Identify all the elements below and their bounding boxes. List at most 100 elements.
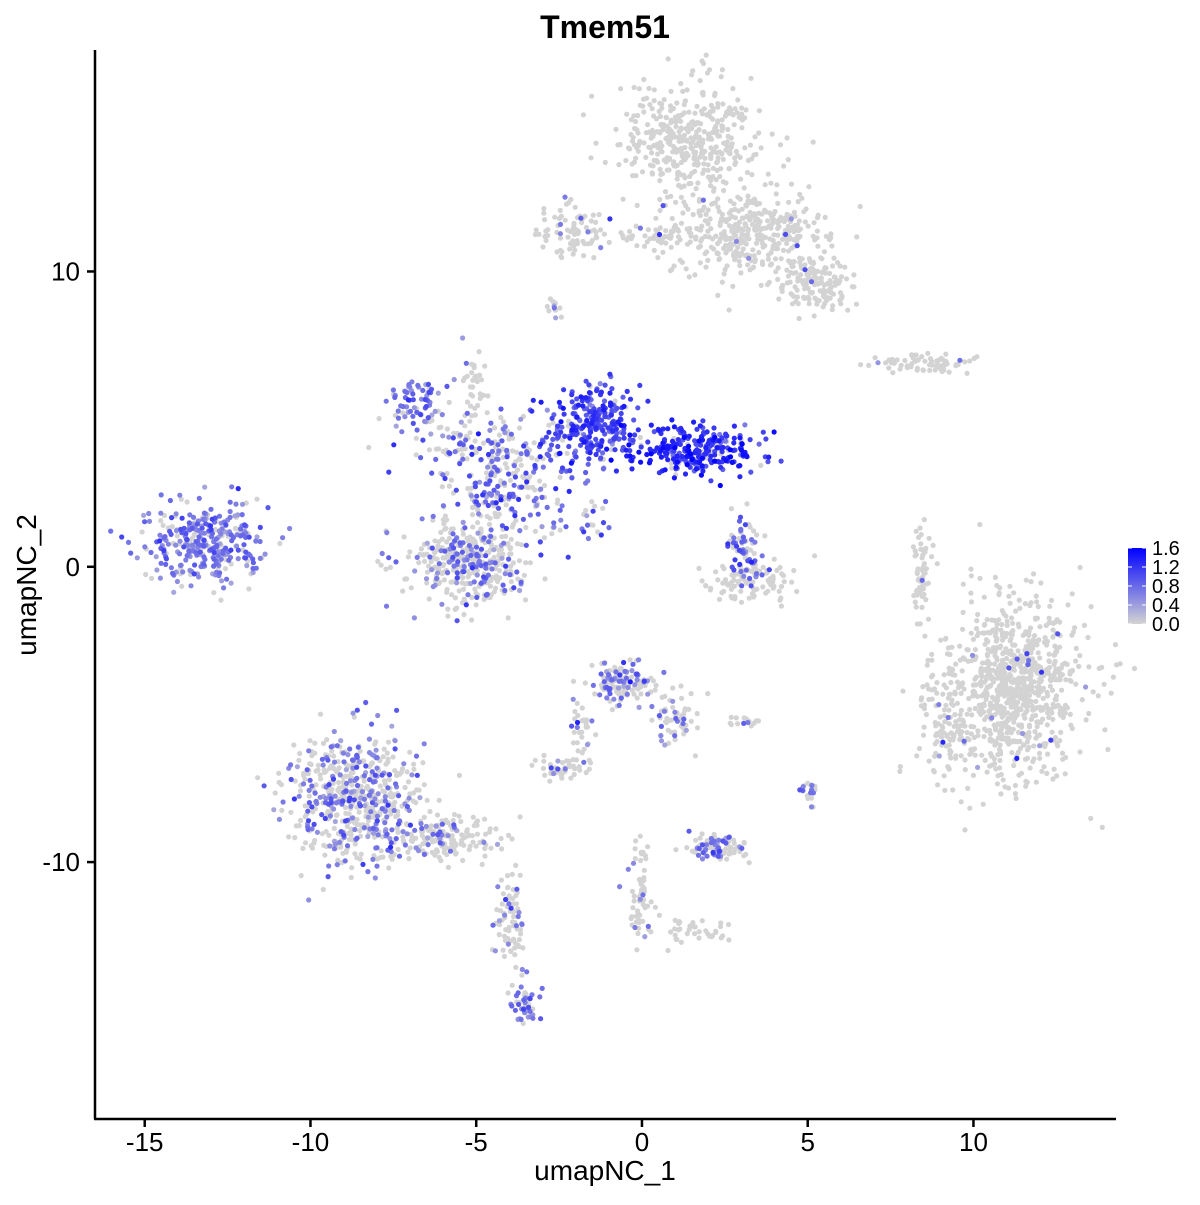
cell-point <box>482 816 488 822</box>
cell-point <box>758 237 764 243</box>
cell-point <box>1013 795 1019 802</box>
cell-point <box>494 576 500 582</box>
cell-point <box>1053 697 1059 703</box>
cell-point <box>971 355 977 361</box>
cell-point <box>518 542 525 548</box>
cell-point-expressing <box>142 544 148 550</box>
cell-point <box>440 555 446 561</box>
cell-point-expressing <box>546 453 552 459</box>
cell-point-expressing <box>562 194 568 200</box>
cell-point <box>400 588 406 594</box>
cell-point <box>296 757 302 763</box>
cell-point-expressing <box>433 456 439 462</box>
cell-point <box>1036 684 1042 690</box>
cell-point <box>944 651 951 657</box>
cell-point <box>636 917 642 923</box>
cell-point <box>474 818 481 824</box>
cell-point-expressing <box>645 923 651 930</box>
cell-point <box>716 208 722 214</box>
cell-point-expressing <box>740 534 747 540</box>
cell-point <box>302 840 309 846</box>
cell-point <box>328 763 334 769</box>
cell-point <box>496 547 502 554</box>
cell-point <box>710 165 716 171</box>
cell-point-expressing <box>173 528 180 534</box>
cell-point-expressing <box>569 723 575 729</box>
cell-point-expressing <box>406 382 412 388</box>
cell-point-expressing <box>969 652 976 659</box>
cell-point <box>441 521 447 527</box>
cell-point <box>394 825 400 831</box>
cell-point <box>815 212 821 218</box>
cell-point <box>435 543 441 549</box>
cell-point <box>683 150 690 156</box>
cell-point <box>405 779 412 785</box>
cell-point-expressing <box>472 484 478 490</box>
cell-point-expressing <box>239 511 245 518</box>
cell-point <box>678 220 685 226</box>
cell-point <box>770 573 776 580</box>
cell-point <box>526 485 532 491</box>
cell-point <box>657 129 663 135</box>
cell-point-expressing <box>661 708 668 714</box>
cell-point <box>726 210 733 216</box>
cell-point <box>690 211 696 218</box>
cell-point <box>513 862 519 869</box>
cell-point-expressing <box>551 305 557 311</box>
cell-point <box>920 367 927 373</box>
cell-point <box>375 558 381 565</box>
cell-point <box>1027 698 1033 704</box>
cell-point <box>964 711 970 717</box>
cell-point-expressing <box>365 833 371 840</box>
cell-point <box>374 856 380 862</box>
cell-point-expressing <box>345 752 351 758</box>
cell-point-expressing <box>444 383 450 389</box>
cell-point <box>765 218 771 224</box>
cell-point <box>560 770 566 776</box>
cell-point-expressing <box>177 492 183 498</box>
cell-point <box>652 904 659 910</box>
cell-point <box>968 566 974 572</box>
cell-point <box>724 263 730 269</box>
cell-point <box>732 257 738 263</box>
cell-point <box>444 426 450 432</box>
cell-point <box>977 680 983 686</box>
cell-point <box>1022 601 1028 607</box>
cell-point <box>691 161 697 168</box>
cell-point-expressing <box>184 553 190 559</box>
cell-point <box>704 249 710 255</box>
cell-point-expressing <box>468 552 474 559</box>
cell-point <box>748 75 754 81</box>
cell-point <box>776 224 782 230</box>
cell-point-expressing <box>476 511 482 517</box>
cell-point <box>469 594 475 601</box>
cell-point <box>996 746 1003 753</box>
cell-point-expressing <box>333 800 340 806</box>
cell-point-expressing <box>410 420 416 426</box>
cell-point-expressing <box>374 755 380 761</box>
cell-point-expressing <box>338 738 344 744</box>
cell-point-expressing <box>463 360 469 366</box>
cell-point <box>726 937 732 943</box>
cell-point-expressing <box>254 534 260 540</box>
cell-point <box>613 126 619 132</box>
cell-point-expressing <box>581 759 587 765</box>
cell-point <box>631 113 637 119</box>
cell-point <box>312 750 318 756</box>
cell-point <box>635 686 641 692</box>
cell-point <box>634 695 640 701</box>
cell-point-expressing <box>244 563 250 569</box>
cell-point <box>499 901 505 907</box>
cell-point <box>740 215 746 221</box>
cell-point <box>666 167 672 173</box>
cell-point-expressing <box>331 759 338 765</box>
cell-point <box>589 662 595 669</box>
cell-point <box>668 460 674 466</box>
cell-point <box>908 364 914 370</box>
cell-point <box>932 720 938 726</box>
cell-point-expressing <box>288 762 294 768</box>
cell-point-expressing <box>209 530 215 537</box>
cell-point <box>545 227 551 233</box>
cell-point-expressing <box>134 555 140 561</box>
cell-point <box>355 788 361 794</box>
